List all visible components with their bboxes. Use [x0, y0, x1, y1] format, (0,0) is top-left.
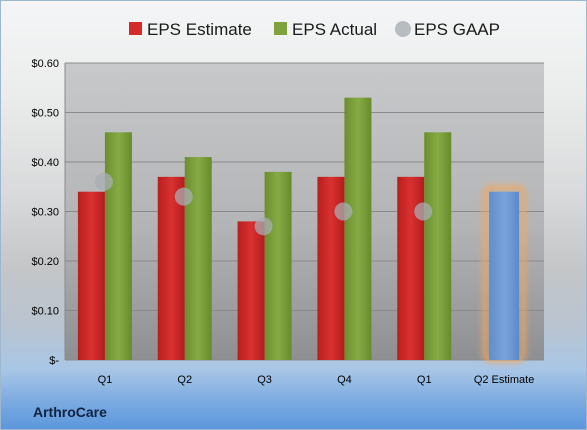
x-tick-label: Q1 — [98, 374, 113, 386]
y-tick-label: $- — [49, 355, 59, 367]
legend-label: EPS Actual — [292, 20, 377, 39]
x-tick-label: Q4 — [337, 374, 352, 386]
bar-eps-actual — [344, 97, 372, 361]
legend-swatch — [129, 22, 142, 35]
y-tick-label: $0.30 — [31, 207, 59, 219]
legend-swatch — [274, 22, 287, 35]
bar-eps-estimate — [157, 176, 185, 360]
x-tick-label: Q2 Estimate — [474, 374, 535, 386]
y-tick-label: $0.40 — [31, 157, 59, 169]
y-tick-label: $0.50 — [31, 108, 59, 120]
bar-eps-estimate — [237, 221, 265, 360]
marker-eps-gaap — [94, 172, 113, 191]
marker-eps-gaap — [254, 217, 273, 236]
legend-label: EPS Estimate — [147, 20, 252, 39]
legend-label: EPS GAAP — [414, 20, 500, 39]
bars — [77, 97, 527, 363]
y-axis: $- $0.10 $0.20 $0.30 $0.40 $0.50 $0.60 — [31, 58, 66, 367]
bar-eps-actual — [184, 157, 212, 360]
marker-eps-gaap — [174, 187, 193, 206]
legend: EPS Estimate EPS Actual EPS GAAP — [129, 20, 500, 39]
gridlines — [65, 62, 544, 361]
x-axis: Q1 Q2 Q3 Q4 Q1 Q2 Estimate — [98, 374, 535, 386]
company-name: ArthroCare — [33, 404, 107, 420]
bar-eps-estimate — [77, 191, 105, 360]
x-tick-label: Q1 — [417, 374, 432, 386]
bar-q2-estimate — [489, 191, 520, 360]
marker-eps-gaap — [334, 202, 353, 221]
marker-eps-gaap — [414, 202, 433, 221]
gaap-markers — [94, 172, 433, 236]
y-tick-label: $0.20 — [31, 256, 59, 268]
y-tick-label: $0.10 — [31, 306, 59, 318]
bar-eps-actual — [104, 132, 132, 360]
bar-eps-actual — [424, 132, 452, 360]
legend-swatch — [395, 21, 411, 37]
y-tick-label: $0.60 — [31, 58, 59, 70]
bar-eps-actual — [264, 171, 292, 360]
x-tick-label: Q2 — [177, 374, 192, 386]
x-tick-label: Q3 — [257, 374, 272, 386]
